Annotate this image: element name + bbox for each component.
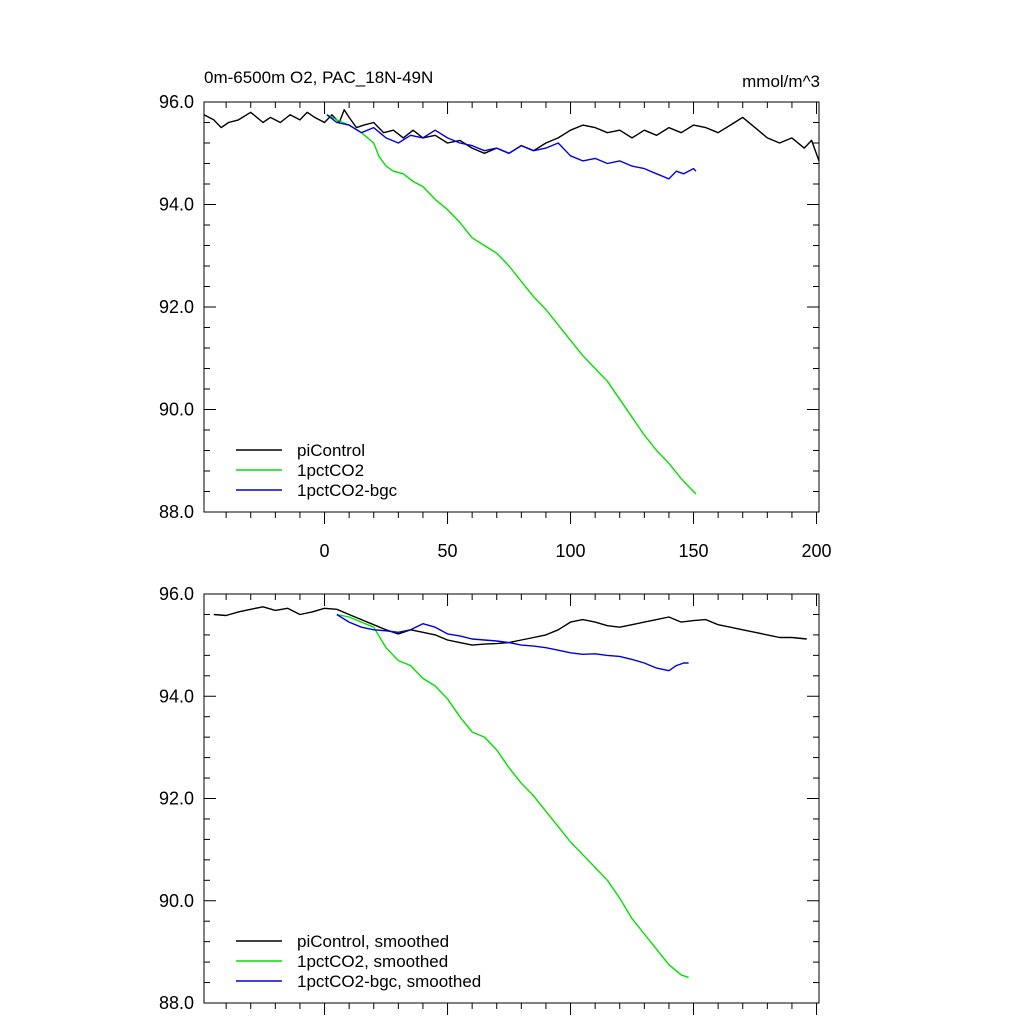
legend-label: 1pctCO2-bgc, smoothed [297,972,481,991]
legend-label: piControl [297,441,365,460]
legend-label: piControl, smoothed [297,932,449,951]
x-tick-label: 200 [802,541,832,561]
y-tick-label: 88.0 [159,502,194,522]
y-tick-label: 88.0 [159,993,194,1013]
y-tick-label: 92.0 [159,789,194,809]
series-line-1pctco2 [326,114,697,495]
legend-label: 1pctCO2-bgc [297,481,398,500]
y-tick-label: 94.0 [159,195,194,215]
x-tick-label: 50 [438,541,458,561]
series-line-1pctco2-bgc-smoothed [336,613,689,672]
units-label: mmol/m^3 [742,72,820,91]
y-tick-label: 92.0 [159,297,194,317]
legend-label: 1pctCO2, smoothed [297,952,448,971]
y-tick-label: 90.0 [159,891,194,911]
y-tick-label: 90.0 [159,400,194,420]
series-line-picontrol-smoothed [213,606,807,646]
legend-label: 1pctCO2 [297,461,364,480]
x-tick-label: 0 [320,541,330,561]
series-line-1pctco2-smoothed [336,613,689,979]
chart-title: 0m-6500m O2, PAC_18N-49N [204,68,433,87]
y-tick-label: 96.0 [159,584,194,604]
x-tick-label: 100 [556,541,586,561]
top-panel: 88.0 90.0 92.0 94.0 96.0 0 50 100 150 200 piContro… [159,92,832,561]
series-line-picontrol [203,108,820,162]
y-tick-label: 94.0 [159,686,194,706]
series-line-1pctco2-bgc [326,114,697,180]
x-tick-label: 150 [679,541,709,561]
y-tick-label: 96.0 [159,92,194,112]
